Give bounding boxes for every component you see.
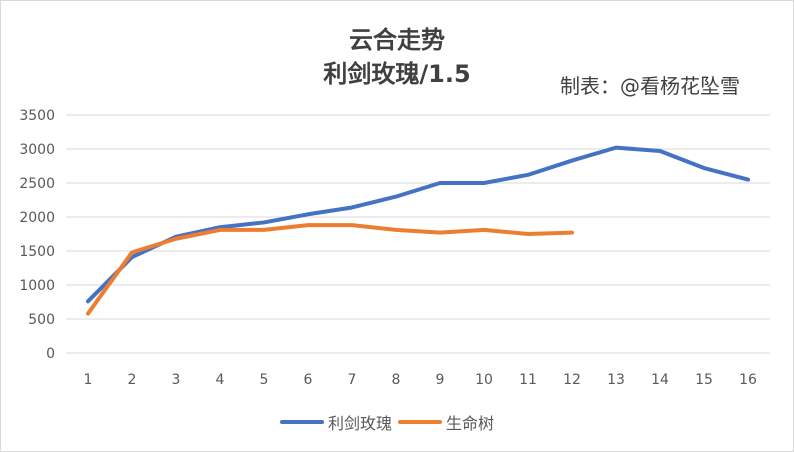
x-tick-label: 5 [260,372,269,388]
x-tick-label: 16 [739,372,757,388]
x-tick-label: 1 [84,372,93,388]
legend-item: 利剑玫瑰 [280,410,392,434]
y-tick-label: 3000 [19,142,55,158]
legend-item: 生命树 [398,410,494,434]
legend-label: 利剑玫瑰 [328,414,393,433]
y-tick-label: 2500 [19,176,55,192]
chart-credit: 制表：@看杨花坠雪 [560,74,740,98]
series-line [86,145,750,304]
legend-swatch-icon [280,420,324,424]
y-tick-label: 500 [28,312,55,328]
y-tick-label: 0 [46,346,55,362]
x-tick-label: 6 [304,372,313,388]
x-tick-label: 4 [216,372,225,388]
x-tick-label: 8 [392,372,401,388]
x-tick-label: 11 [519,372,537,388]
legend: 利剑玫瑰 生命树 [280,410,500,434]
legend-swatch-icon [398,420,443,424]
y-tick-label: 2000 [19,210,55,226]
x-tick-label: 3 [172,372,181,388]
x-tick-label: 10 [475,372,493,388]
y-tick-label: 3500 [19,108,55,124]
x-tick-label: 12 [563,372,581,388]
y-tick-label: 1000 [19,278,55,294]
x-tick-label: 9 [436,372,445,388]
x-tick-label: 13 [607,372,625,388]
x-tick-label: 7 [348,372,357,388]
x-tick-label: 14 [651,372,669,388]
y-tick-label: 1500 [19,244,55,260]
legend-label: 生命树 [446,414,495,433]
chart-subtitle: 利剑玫瑰/1.5 [323,60,471,88]
x-tick-label: 2 [128,372,137,388]
series-line [86,223,574,316]
chart-title: 云合走势 [349,26,445,54]
x-tick-label: 15 [695,372,713,388]
